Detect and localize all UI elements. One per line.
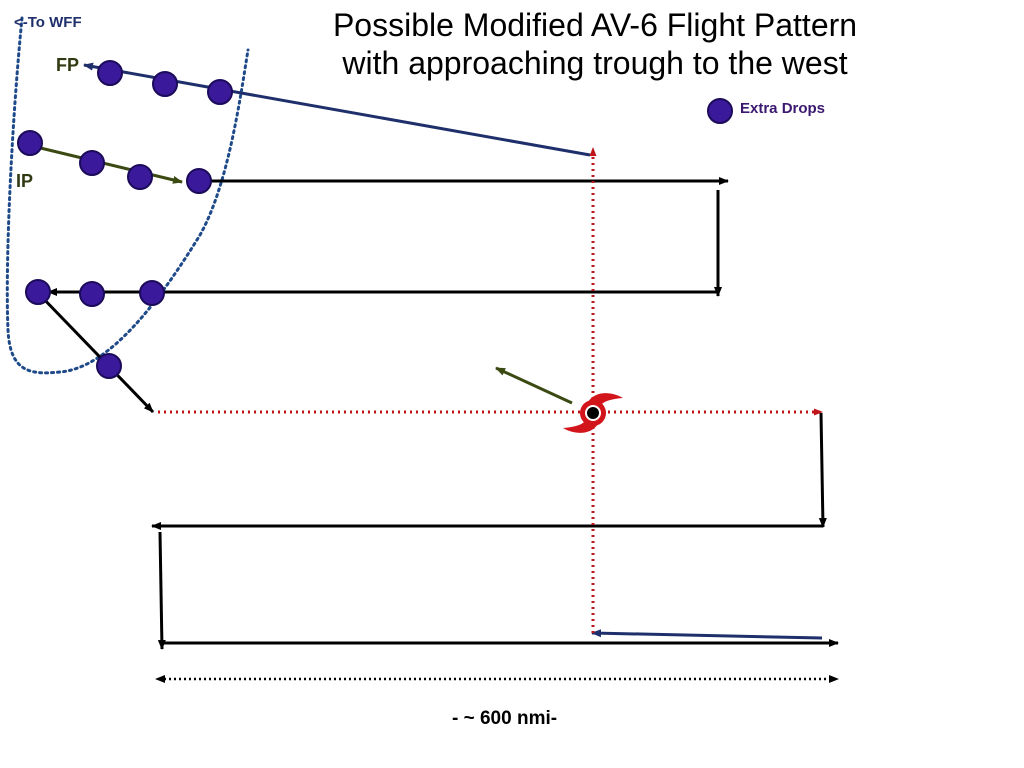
ip-label: IP bbox=[16, 171, 34, 191]
drop-dot-icon bbox=[207, 79, 233, 105]
scale-label: - ~ 600 nmi- bbox=[452, 708, 558, 729]
title-line-1: Possible Modified AV-6 Flight Pattern bbox=[332, 7, 858, 43]
leg-10-west-return bbox=[591, 629, 823, 640]
drop-dot-icon bbox=[79, 150, 105, 176]
extra-drops bbox=[17, 60, 233, 379]
legend-extra-drops-label: Extra Drops bbox=[740, 100, 826, 117]
leg-6-south bbox=[818, 412, 827, 528]
drop-dot-icon bbox=[96, 353, 122, 379]
hurricane-icon bbox=[563, 393, 623, 433]
trough-outline bbox=[5, 16, 250, 375]
drop-dot-icon bbox=[127, 164, 153, 190]
drop-dot-icon bbox=[17, 130, 43, 156]
drop-dot-icon bbox=[152, 71, 178, 97]
fp-label: FP bbox=[56, 55, 80, 75]
drop-dot-icon bbox=[79, 281, 105, 307]
storm-motion-arrow bbox=[495, 366, 573, 405]
drop-dot-icon bbox=[186, 168, 212, 194]
leg-from-ip bbox=[27, 143, 183, 184]
drop-dot-icon bbox=[139, 280, 165, 306]
diagram-title: Possible Modified AV-6 Flight Pattern wi… bbox=[290, 6, 900, 82]
to-wff-label: <-To WFF bbox=[14, 14, 82, 31]
drop-dot-icon bbox=[25, 279, 51, 305]
leg-4-southeast bbox=[36, 291, 155, 414]
title-line-2: with approaching trough to the west bbox=[342, 45, 848, 81]
drop-dot-icon bbox=[97, 60, 123, 86]
legend-drop-icon bbox=[707, 98, 733, 124]
leg-8-south bbox=[157, 531, 166, 650]
